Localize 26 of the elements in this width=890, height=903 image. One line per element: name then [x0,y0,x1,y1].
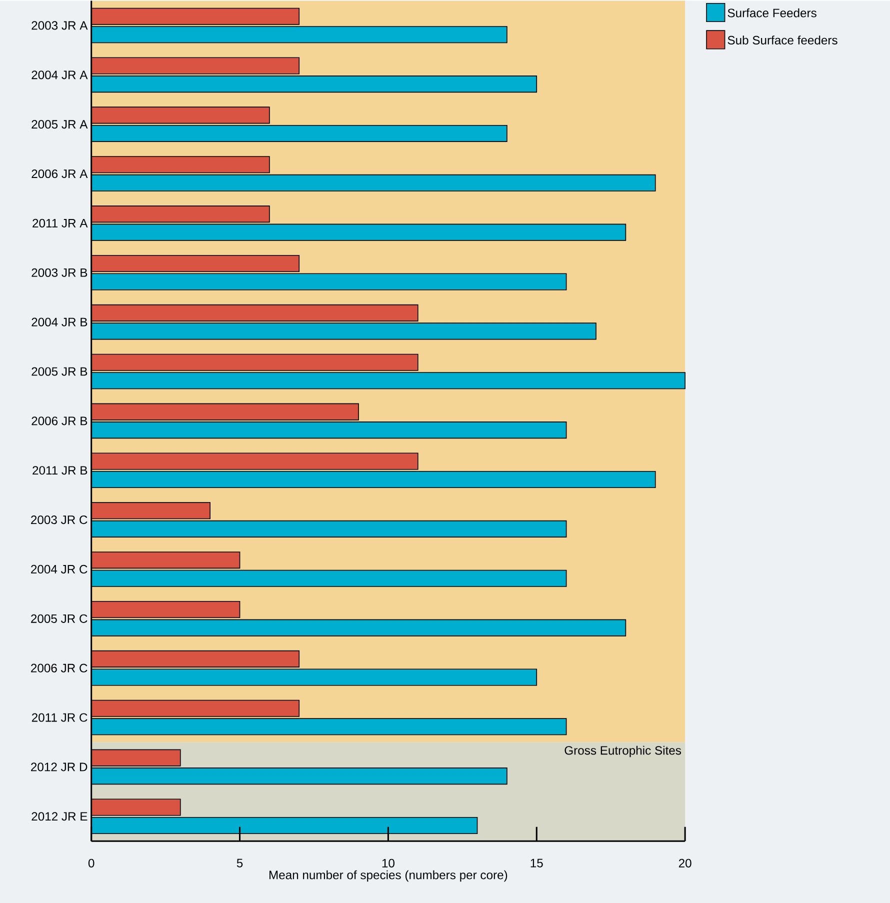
y-tick-label: 2004 JR C [31,564,88,574]
y-tick-label: 2006 JR A [32,169,88,178]
x-tick-label: 0 [88,858,94,868]
y-tick-label: 2006 JR C [31,664,88,672]
legend-label: Sub Surface feeders [728,36,838,44]
y-tick-label: 2004 JR B [32,318,88,326]
y-tick-label: 2005 JR C [31,614,88,623]
y-tick-label: 2011 JR A [32,218,88,228]
y-tick-label: 2003 JR C [31,516,88,524]
y-tick-label: 2011 JR C [32,713,88,722]
y-tick-label: 2012 JR D [31,762,88,772]
x-tick-label: 10 [382,858,394,868]
y-tick-label: 2005 JR B [32,367,88,376]
y-tick-label: 2004 JR A [32,70,88,80]
y-tick-label: 2003 JR A [32,21,88,30]
y-tick-label: 2012 JR E [32,812,88,821]
y-tick-label: 2011 JR B [32,466,88,475]
x-tick-label: 15 [530,858,543,868]
legend-label: Surface Feeders [728,8,816,18]
band-label: Gross Eutrophic Sites [564,746,681,758]
x-tick-label: 5 [236,858,243,868]
x-tick-label: 20 [678,858,692,868]
x-axis-title: Mean number of species (numbers per core) [269,870,508,882]
y-tick-label: 2005 JR A [32,120,88,129]
y-tick-label: 2006 JR B [32,416,88,426]
y-tick-label: 2003 JR B [32,268,88,277]
